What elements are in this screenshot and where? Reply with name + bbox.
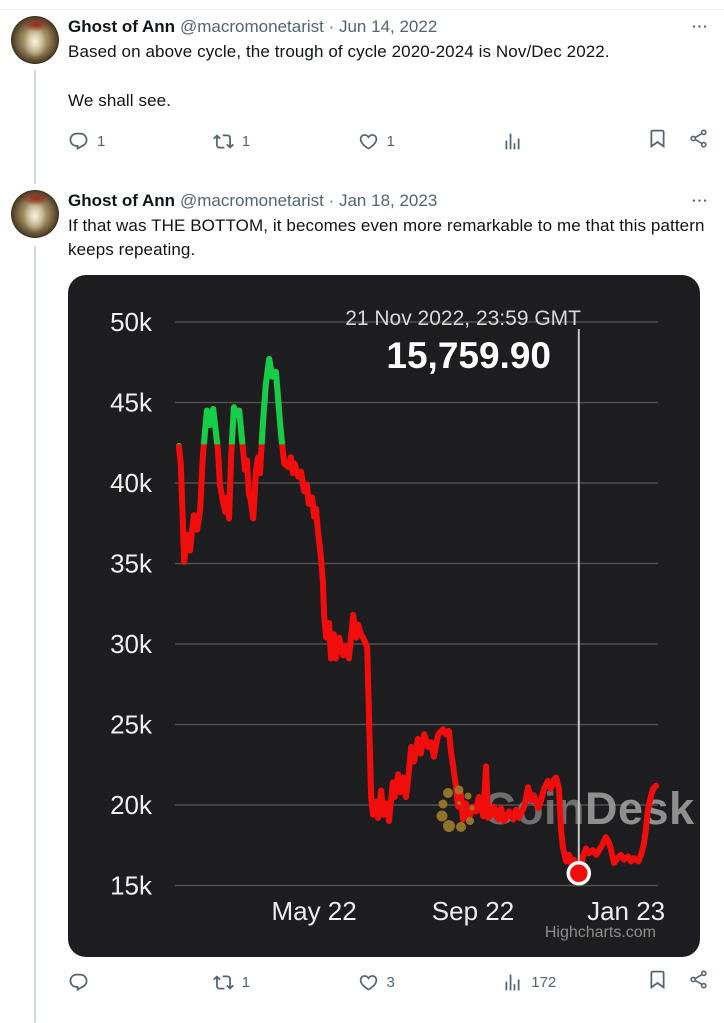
author-handle-date[interactable]: @macromonetarist · Jan 18, 2023 — [180, 191, 438, 210]
thread-connector-line — [34, 246, 36, 1023]
views-count: 172 — [531, 973, 557, 991]
tweet-text: Based on above cycle, the trough of cycl… — [68, 42, 610, 61]
tooltip-value: 15,759.90 — [386, 335, 551, 376]
x-axis-tick-label: May 22 — [271, 896, 356, 926]
like-icon — [359, 974, 377, 991]
bookmark-button[interactable] — [647, 969, 668, 995]
highcharts-credit: Highcharts.com — [545, 924, 656, 941]
views-icon — [505, 974, 520, 990]
share-button[interactable] — [688, 128, 709, 154]
chart-media-card[interactable]: 50k 45k 40k 35k 30k 25k 20k 15k May 22 Sep 22 Jan … — [68, 275, 700, 957]
repost-icon — [212, 133, 234, 149]
reply-button[interactable]: 1 — [68, 131, 213, 152]
x-axis-tick-label: Jan 23 — [587, 896, 665, 926]
views-icon — [505, 133, 520, 149]
tweet-top-divider — [0, 9, 724, 10]
y-axis-tick-label: 35k — [110, 549, 153, 579]
like-button[interactable]: 3 — [358, 972, 503, 993]
repost-count: 1 — [241, 973, 251, 991]
selected-point-marker[interactable] — [566, 861, 592, 886]
author-line: Ghost of Ann @macromonetarist · Jun 14, 2… — [68, 16, 437, 37]
tweet-1[interactable]: Ghost of Ann @macromonetarist · Jun 14, 2… — [0, 16, 724, 154]
bookmark-icon — [650, 129, 665, 149]
tweet-actions: 1 1 1 — [68, 128, 709, 154]
y-axis-tick-label: 25k — [110, 710, 153, 740]
tweet-actions-end — [647, 969, 709, 995]
avatar[interactable] — [11, 190, 59, 238]
more-icon — [692, 25, 707, 28]
coindesk-icon — [436, 785, 475, 832]
views-button[interactable] — [502, 131, 647, 152]
tweet-2[interactable]: Ghost of Ann @macromonetarist · Jan 18, 2… — [0, 190, 724, 995]
author-line: Ghost of Ann @macromonetarist · Jan 18, 2… — [68, 190, 437, 211]
like-count: 3 — [386, 973, 395, 991]
y-axis-tick-label: 15k — [110, 871, 153, 901]
avatar[interactable] — [11, 16, 59, 64]
like-count: 1 — [386, 132, 395, 150]
x-axis-tick-label: Sep 22 — [432, 896, 514, 926]
tweet-content: Ghost of Ann @macromonetarist · Jan 18, 2… — [68, 190, 709, 995]
repost-button[interactable]: 1 — [212, 131, 358, 152]
tweet-content: Ghost of Ann @macromonetarist · Jun 14, 2… — [68, 16, 709, 154]
more-icon — [692, 199, 707, 202]
y-axis-tick-label: 30k — [110, 629, 153, 659]
reply-count: 1 — [97, 132, 106, 150]
share-icon — [690, 970, 707, 989]
repost-count: 1 — [241, 132, 251, 150]
bookmark-button[interactable] — [647, 128, 668, 154]
more-button[interactable] — [690, 191, 709, 210]
tweet-actions-end — [647, 128, 709, 154]
views-button[interactable]: 172 — [502, 972, 647, 993]
share-icon — [690, 129, 707, 148]
reply-icon — [69, 973, 88, 991]
like-button[interactable]: 1 — [358, 131, 503, 152]
author-handle-date[interactable]: @macromonetarist · Jun 14, 2022 — [180, 17, 438, 36]
more-button[interactable] — [690, 17, 709, 36]
tweet-actions: 1 3 172 — [68, 969, 709, 995]
coindesk-watermark-text: CoinDesk — [483, 783, 695, 834]
bookmark-icon — [650, 970, 665, 990]
like-icon — [359, 133, 377, 150]
tooltip-date: 21 Nov 2022, 23:59 GMT — [345, 307, 581, 330]
btc-price-chart: 50k 45k 40k 35k 30k 25k 20k 15k May 22 Sep 22 Jan … — [110, 307, 695, 941]
author-name[interactable]: Ghost of Ann — [68, 191, 176, 210]
repost-button[interactable]: 1 — [212, 972, 358, 993]
y-axis-tick-label: 40k — [110, 468, 153, 498]
tweet-header: Ghost of Ann @macromonetarist · Jun 14, 2… — [68, 16, 709, 37]
price-line-down — [175, 356, 660, 877]
thread-connector-line — [34, 70, 36, 184]
tweet-text: We shall see. — [68, 91, 172, 110]
tweet-header: Ghost of Ann @macromonetarist · Jan 18, 2… — [68, 190, 709, 211]
reply-button[interactable] — [68, 972, 213, 993]
y-axis-tick-label: 45k — [110, 388, 153, 418]
y-axis-tick-label: 50k — [110, 307, 153, 337]
share-button[interactable] — [688, 969, 709, 995]
y-axis-tick-label: 20k — [110, 790, 153, 820]
author-name[interactable]: Ghost of Ann — [68, 17, 176, 36]
reply-icon — [69, 132, 88, 150]
tweet-text: If that was THE BOTTOM, it becomes even … — [68, 216, 705, 259]
repost-icon — [212, 974, 234, 990]
